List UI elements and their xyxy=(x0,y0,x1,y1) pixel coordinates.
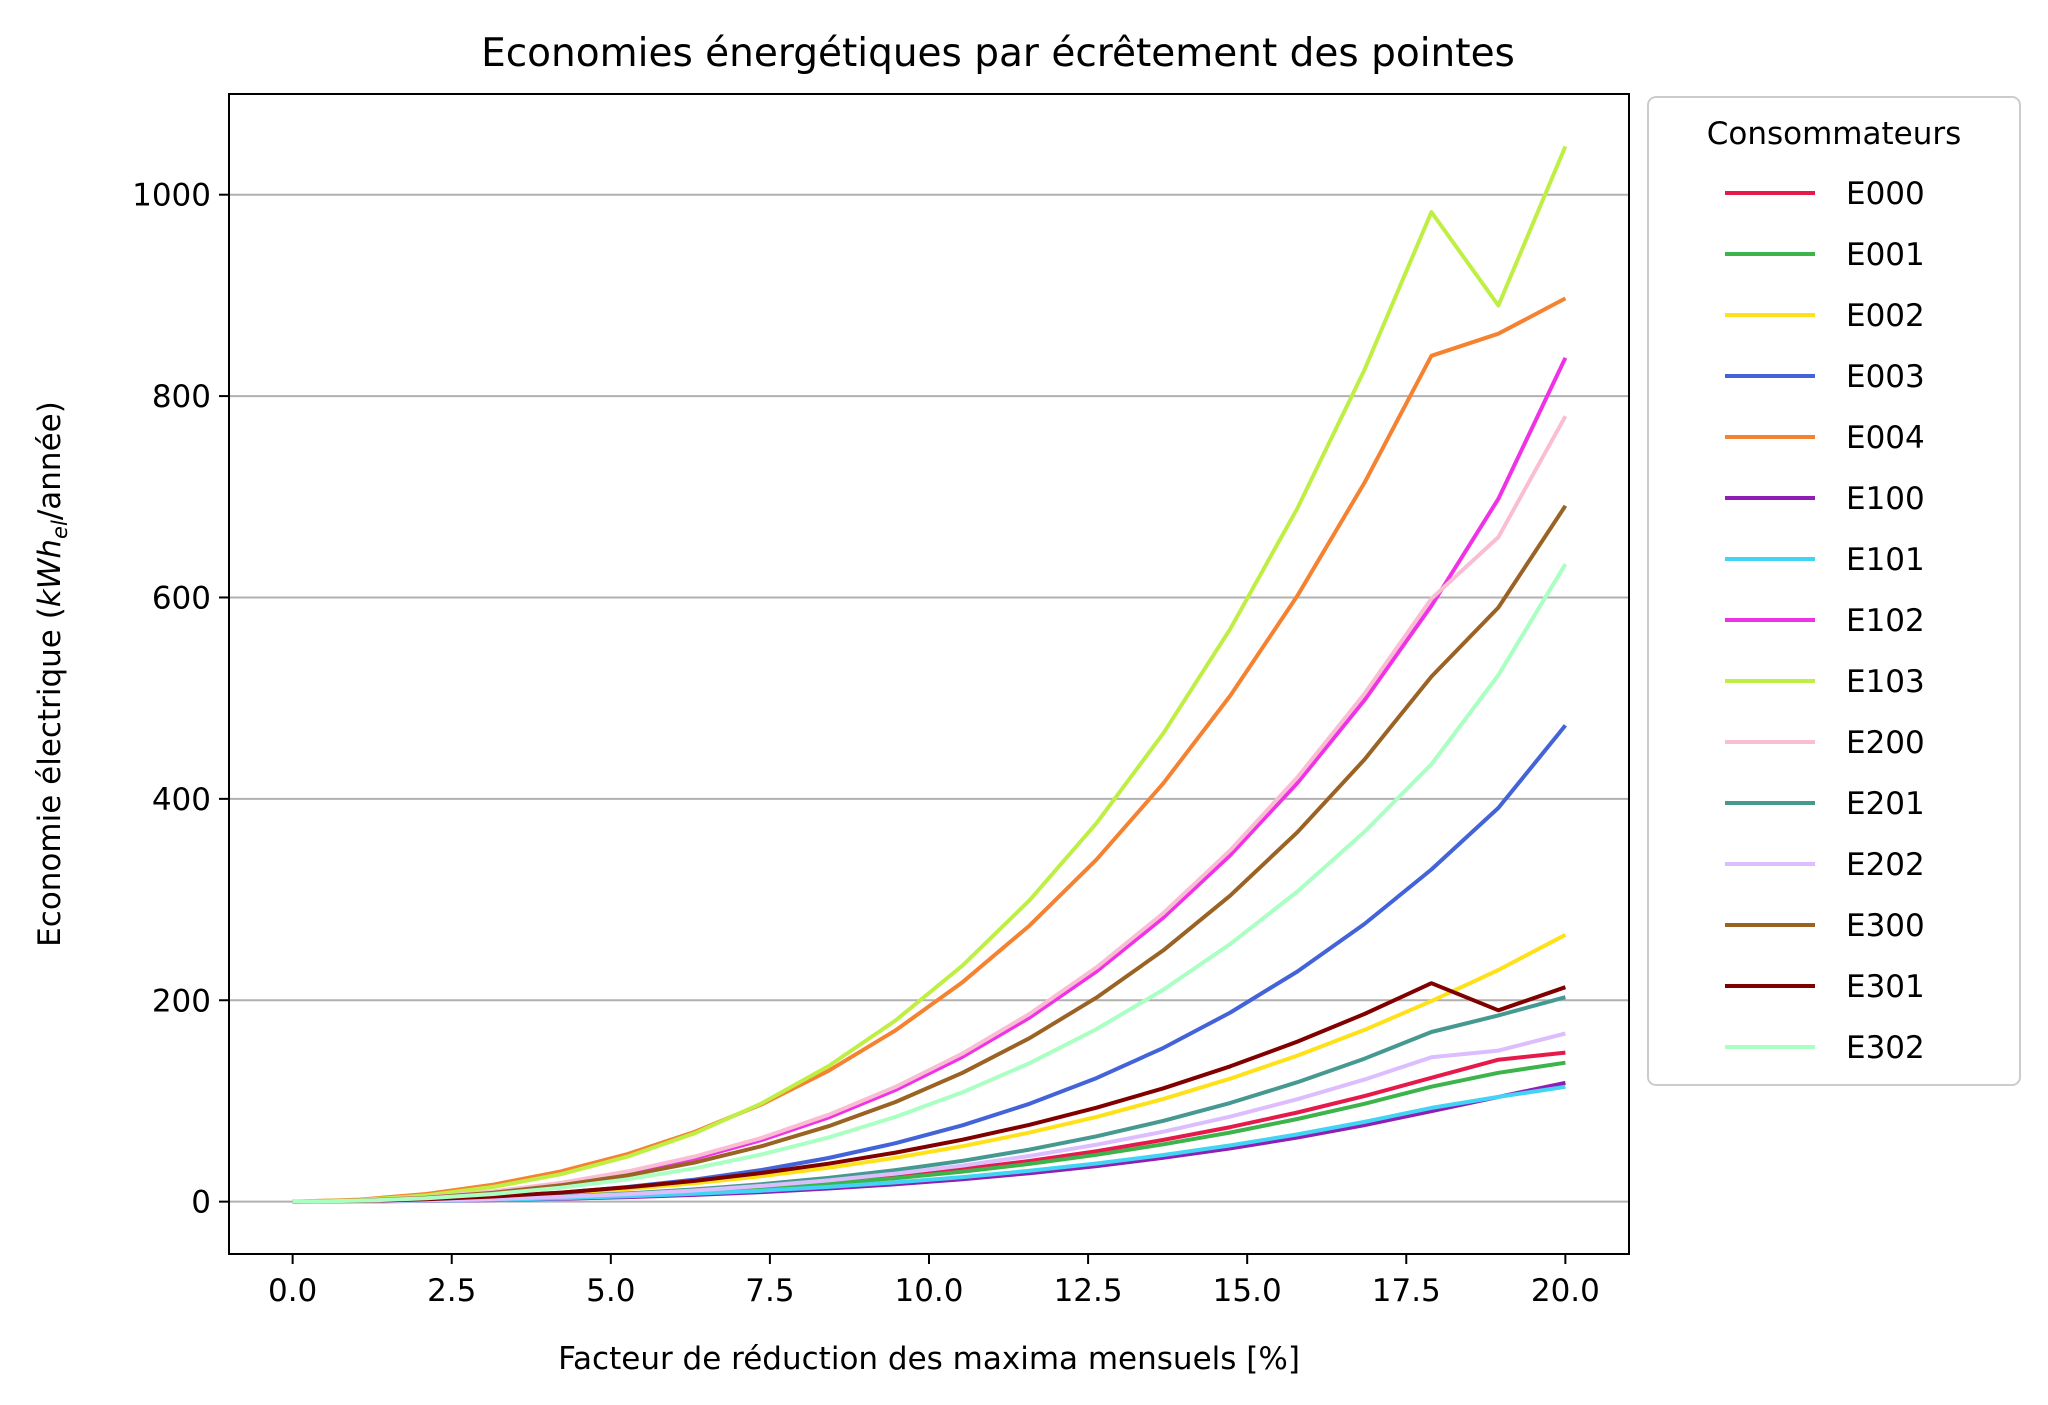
series-line-e202 xyxy=(292,1031,1566,1204)
y-tick-label: 400 xyxy=(152,782,211,818)
x-tick-label: 20.0 xyxy=(1531,1273,1600,1309)
y-axis-label: Economie électrique (kWhel/année) xyxy=(32,401,72,947)
y-axis: 0 200 400 600 800 1000 xyxy=(132,178,229,1221)
x-tick-label: 15.0 xyxy=(1213,1273,1282,1309)
legend-label: E002 xyxy=(1846,298,1925,334)
legend-entry-e004: E004 xyxy=(1725,420,1925,456)
legend-label: E004 xyxy=(1846,420,1925,456)
legend-label: E102 xyxy=(1846,603,1925,639)
legend-box xyxy=(1647,96,2021,1086)
legend-label: E100 xyxy=(1846,481,1925,517)
x-tick-label: 10.0 xyxy=(894,1273,963,1309)
x-axis: 0.0 2.5 5.0 7.5 10.0 12.5 15.0 17.5 20.0 xyxy=(268,1254,1600,1309)
legend-entry-e002: E002 xyxy=(1725,298,1925,334)
legend-entry-e301: E301 xyxy=(1725,969,1925,1005)
legend-entry-e102: E102 xyxy=(1725,603,1925,639)
legend-entry-e101: E101 xyxy=(1725,542,1925,578)
legend-label: E101 xyxy=(1846,542,1925,578)
series-line-e302 xyxy=(292,563,1568,1204)
series-line-e301 xyxy=(292,981,1567,1204)
x-tick-label: 5.0 xyxy=(586,1273,635,1309)
legend-label: E000 xyxy=(1846,176,1925,212)
legend-label: E301 xyxy=(1846,969,1925,1005)
x-axis-label: Facteur de réduction des maxima mensuels… xyxy=(558,1341,1300,1377)
legend-label: E202 xyxy=(1846,847,1925,883)
legend-entry-e103: E103 xyxy=(1725,664,1925,700)
legend-entry-e201: E201 xyxy=(1725,786,1925,822)
legend-entry-e000: E000 xyxy=(1725,176,1925,212)
y-axis-label-unit: kWh xyxy=(32,539,68,607)
y-tick-label: 1000 xyxy=(132,178,211,214)
y-axis-label-suffix: /année) xyxy=(32,401,68,520)
x-tick-label: 17.5 xyxy=(1372,1273,1441,1309)
x-tick-label: 12.5 xyxy=(1054,1273,1123,1309)
legend-label: E200 xyxy=(1846,725,1925,761)
series-line-e103 xyxy=(292,145,1568,1204)
legend-entry-e100: E100 xyxy=(1725,481,1925,517)
legend-label: E001 xyxy=(1846,237,1925,273)
legend-entries: E000 E001 E002 E003 E004 E100 E101 E102 E103 E200… xyxy=(1725,176,1925,1066)
legend-entry-e300: E300 xyxy=(1725,908,1925,944)
legend: Consommateurs E000 E001 E002 E003 E004 E100 E1… xyxy=(1647,96,2021,1086)
y-axis-label-unit-subscript: el xyxy=(48,520,72,539)
legend-label: E300 xyxy=(1846,908,1925,944)
x-tick-label: 0.0 xyxy=(268,1273,317,1309)
legend-label: E103 xyxy=(1846,664,1925,700)
legend-entry-e302: E302 xyxy=(1725,1030,1925,1066)
y-tick-label: 600 xyxy=(152,580,211,616)
x-tick-label: 7.5 xyxy=(745,1273,794,1309)
plot-lines xyxy=(292,145,1568,1204)
legend-label: E302 xyxy=(1846,1030,1925,1066)
legend-label: E003 xyxy=(1846,359,1925,395)
legend-label: E201 xyxy=(1846,786,1925,822)
y-axis-label-prefix: Economie électrique ( xyxy=(32,607,68,947)
x-tick-label: 2.5 xyxy=(427,1273,476,1309)
y-tick-label: 200 xyxy=(152,983,211,1019)
y-tick-label: 800 xyxy=(152,379,211,415)
legend-entry-e001: E001 xyxy=(1725,237,1925,273)
y-tick-label: 0 xyxy=(191,1185,211,1221)
legend-entry-e202: E202 xyxy=(1725,847,1925,883)
legend-entry-e003: E003 xyxy=(1725,359,1925,395)
series-line-e004 xyxy=(292,296,1567,1204)
legend-entry-e200: E200 xyxy=(1725,725,1925,761)
legend-title: Consommateurs xyxy=(1707,116,1962,152)
chart-title: Economies énergétiques par écrêtement de… xyxy=(481,31,1515,76)
